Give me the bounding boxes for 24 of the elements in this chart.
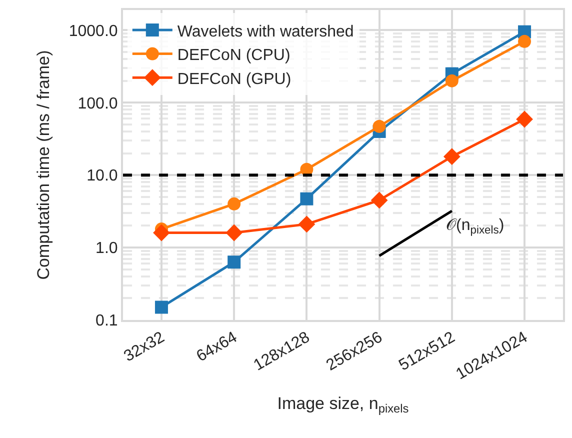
annotation: 𝒪(n$_{pixels}$)	[446, 217, 504, 236]
legend-label: DEFCoN (GPU)	[177, 70, 292, 88]
point	[228, 197, 241, 210]
y-tick-label: 0.1	[96, 312, 118, 330]
y-tick-label: 10.0	[86, 168, 118, 185]
y-tick-label: 1000.0	[68, 22, 118, 40]
point	[154, 300, 168, 314]
legend-label: Wavelets with watershed	[177, 23, 354, 40]
point	[518, 34, 532, 48]
point	[298, 216, 316, 233]
point	[228, 256, 241, 269]
legend-label: DEFCoN (CPU)	[177, 47, 290, 64]
point	[300, 192, 314, 206]
point	[443, 148, 460, 166]
y-axis-title: Computation time (ms / frame)	[34, 50, 53, 280]
y-tick-label: 100.0	[78, 95, 118, 112]
x-axis-title: Image size, n$_{pixels}$	[277, 394, 409, 416]
point	[153, 224, 170, 242]
point	[372, 120, 386, 133]
point	[516, 110, 533, 128]
point	[445, 74, 458, 88]
y-tick-label: 1.0	[96, 240, 118, 258]
point	[226, 224, 243, 242]
point	[370, 192, 388, 209]
